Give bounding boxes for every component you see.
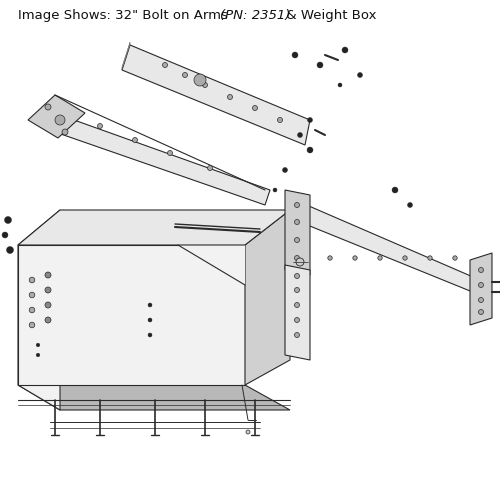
Circle shape (294, 288, 300, 292)
Circle shape (45, 272, 51, 278)
Circle shape (168, 150, 172, 156)
Circle shape (62, 129, 68, 135)
Circle shape (478, 268, 484, 272)
Circle shape (298, 132, 302, 138)
Text: & Weight Box: & Weight Box (282, 8, 376, 22)
Polygon shape (18, 385, 290, 410)
Circle shape (403, 256, 407, 260)
Circle shape (278, 118, 282, 122)
Circle shape (342, 47, 348, 53)
Circle shape (4, 216, 12, 224)
Circle shape (294, 302, 300, 308)
Polygon shape (28, 95, 85, 138)
Circle shape (98, 124, 102, 128)
Circle shape (478, 310, 484, 314)
Circle shape (55, 115, 65, 125)
Circle shape (45, 104, 51, 110)
Circle shape (338, 83, 342, 87)
Circle shape (392, 187, 398, 193)
Circle shape (282, 168, 288, 172)
Circle shape (252, 106, 258, 110)
Circle shape (45, 287, 51, 293)
Circle shape (162, 62, 168, 68)
Circle shape (428, 256, 432, 260)
Circle shape (148, 303, 152, 307)
Circle shape (182, 72, 188, 78)
Circle shape (273, 188, 277, 192)
Circle shape (29, 322, 35, 328)
Circle shape (194, 74, 206, 86)
Circle shape (317, 62, 323, 68)
Circle shape (148, 318, 152, 322)
Circle shape (36, 343, 40, 347)
Circle shape (307, 147, 313, 153)
Circle shape (294, 318, 300, 322)
Circle shape (294, 256, 300, 260)
Circle shape (294, 220, 300, 224)
Circle shape (408, 202, 412, 207)
Polygon shape (295, 200, 480, 295)
Circle shape (132, 138, 138, 142)
Circle shape (294, 332, 300, 338)
Polygon shape (18, 245, 245, 385)
Circle shape (296, 258, 304, 266)
Circle shape (228, 94, 232, 100)
Polygon shape (245, 210, 290, 385)
Circle shape (29, 307, 35, 313)
Polygon shape (285, 265, 310, 360)
Circle shape (45, 317, 51, 323)
Polygon shape (122, 42, 130, 70)
Polygon shape (285, 190, 310, 275)
Circle shape (36, 353, 40, 357)
Circle shape (29, 292, 35, 298)
Circle shape (202, 82, 207, 87)
Circle shape (208, 166, 212, 170)
Circle shape (378, 256, 382, 260)
Circle shape (148, 333, 152, 337)
Circle shape (45, 302, 51, 308)
Polygon shape (18, 245, 245, 285)
Polygon shape (122, 45, 310, 145)
Circle shape (294, 274, 300, 278)
Circle shape (2, 232, 8, 238)
Polygon shape (470, 253, 492, 325)
Polygon shape (18, 210, 290, 245)
Circle shape (294, 238, 300, 242)
Text: Image Shows: 32" Bolt on Arms: Image Shows: 32" Bolt on Arms (18, 8, 232, 22)
Circle shape (294, 202, 300, 207)
Circle shape (478, 282, 484, 288)
Circle shape (6, 246, 14, 254)
Circle shape (246, 430, 250, 434)
Polygon shape (55, 115, 270, 205)
Circle shape (29, 277, 35, 283)
Circle shape (308, 118, 312, 122)
Circle shape (358, 72, 362, 78)
Circle shape (478, 298, 484, 302)
Circle shape (353, 256, 357, 260)
Circle shape (453, 256, 457, 260)
Text: (PN: 2351): (PN: 2351) (220, 8, 290, 22)
Circle shape (292, 52, 298, 58)
Circle shape (328, 256, 332, 260)
Polygon shape (18, 210, 60, 410)
